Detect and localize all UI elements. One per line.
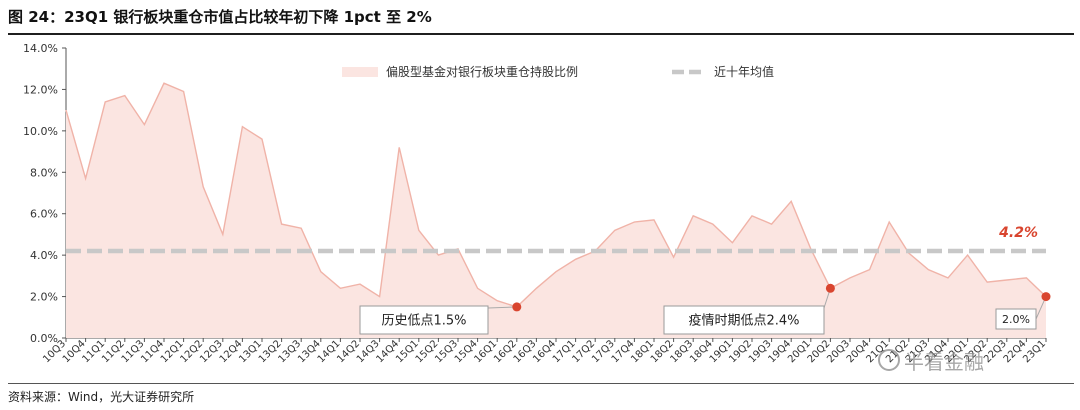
y-tick-label: 0.0% bbox=[30, 332, 58, 345]
wechat-icon bbox=[878, 349, 900, 371]
chart: 0.0%2.0%4.0%6.0%8.0%10.0%12.0%14.0%10Q31… bbox=[23, 42, 1051, 365]
area-fill bbox=[66, 83, 1046, 338]
annotation-point bbox=[512, 302, 522, 312]
source-note: 资料来源：Wind，光大证券研究所 bbox=[8, 390, 195, 404]
y-tick-label: 10.0% bbox=[23, 125, 58, 138]
y-tick-label: 2.0% bbox=[30, 291, 58, 304]
annotation-point bbox=[1041, 292, 1051, 302]
watermark-text: 半看金融 bbox=[904, 350, 984, 374]
annotation-label: 2.0% bbox=[1002, 313, 1030, 326]
mean-value-label: 4.2% bbox=[998, 225, 1038, 241]
annotation-label: 历史低点1.5% bbox=[381, 314, 466, 329]
annotation-leader bbox=[487, 306, 517, 309]
source-divider bbox=[8, 383, 1074, 384]
y-tick-label: 12.0% bbox=[23, 83, 58, 96]
legend-label-area: 偏股型基金对银行板块重仓持股比例 bbox=[386, 64, 578, 79]
legend: 偏股型基金对银行板块重仓持股比例 近十年均值 bbox=[342, 64, 774, 79]
area-line bbox=[65, 82, 1047, 308]
annotation: 疫情时期低点2.4% bbox=[663, 283, 835, 335]
annotation-box bbox=[663, 305, 825, 335]
title-divider bbox=[8, 33, 1074, 35]
chart-title: 图 24：23Q1 银行板块重仓市值占比较年初下降 1pct 至 2% bbox=[8, 8, 432, 26]
annotation: 历史低点1.5% bbox=[359, 302, 522, 335]
y-tick-label: 14.0% bbox=[23, 42, 58, 55]
y-tick-label: 4.0% bbox=[30, 249, 58, 262]
annotation-point bbox=[825, 283, 835, 293]
y-tick-label: 8.0% bbox=[30, 166, 58, 179]
watermark: 半看金融 bbox=[878, 346, 984, 375]
annotation-box bbox=[359, 305, 489, 335]
annotation: 2.0% bbox=[995, 292, 1051, 330]
annotation-label: 疫情时期低点2.4% bbox=[688, 313, 799, 329]
legend-label-mean: 近十年均值 bbox=[714, 64, 774, 79]
legend-swatch-area bbox=[342, 67, 378, 77]
y-tick-label: 6.0% bbox=[30, 208, 58, 221]
annotation-box bbox=[995, 308, 1037, 330]
x-tick-label: 23Q1 bbox=[1021, 338, 1048, 365]
